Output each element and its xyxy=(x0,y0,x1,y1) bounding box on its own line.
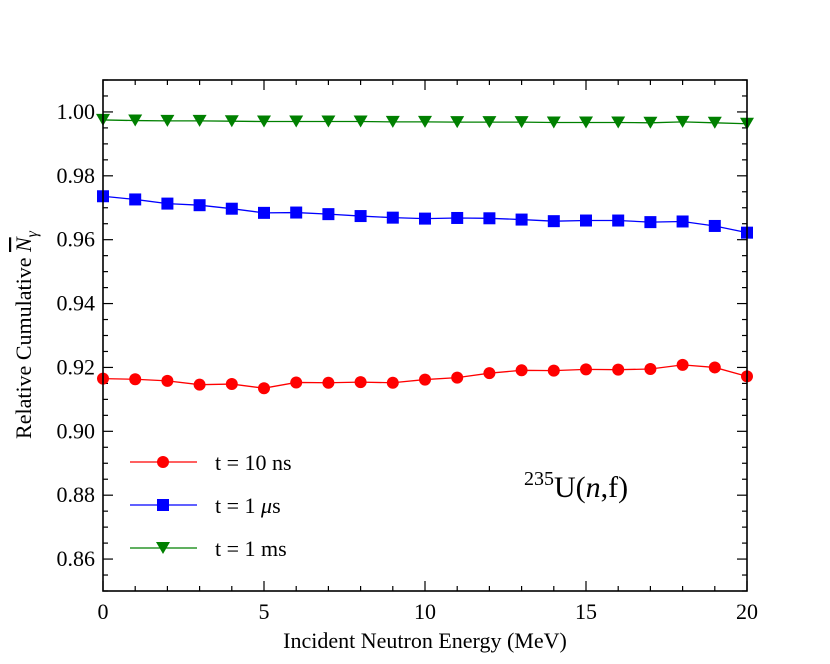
data-point xyxy=(483,367,496,380)
data-point xyxy=(482,116,497,129)
data-point xyxy=(160,114,175,127)
data-point xyxy=(193,199,206,212)
x-tick-label: 5 xyxy=(259,599,270,624)
x-axis-title: Incident Neutron Energy (MeV) xyxy=(283,628,567,653)
axis-tick-labels: 0 5 10 15 20 0.86 0.88 0.90 0.92 0.94 0.96 0.98 1.00 xyxy=(57,99,759,624)
data-point xyxy=(515,364,528,377)
data-point xyxy=(322,208,335,221)
annotation-superscript: 235 xyxy=(524,468,554,490)
data-point xyxy=(644,363,657,376)
series-1 xyxy=(97,358,753,395)
data-point xyxy=(161,197,174,210)
data-point xyxy=(321,115,336,128)
data-point xyxy=(675,115,690,128)
data-point xyxy=(546,116,561,129)
data-point xyxy=(161,374,174,387)
data-point xyxy=(580,214,592,227)
data-point xyxy=(224,115,239,128)
data-point xyxy=(418,115,432,128)
annotation-suffix: ,f) xyxy=(601,471,628,504)
x-tick-label: 0 xyxy=(98,599,109,624)
x-tick-label: 15 xyxy=(575,599,597,624)
data-point xyxy=(515,213,528,226)
y-axis-title-symbol: N xyxy=(11,236,36,253)
data-point xyxy=(514,116,529,129)
data-point xyxy=(257,115,271,128)
legend-marker xyxy=(156,542,170,554)
data-point xyxy=(676,215,689,228)
plot-frame xyxy=(102,79,748,592)
legend-item: t = 1 μs xyxy=(130,493,281,518)
data-point xyxy=(353,115,368,128)
y-axis-title: Relative Cumulative Nγ xyxy=(11,230,41,439)
data-point xyxy=(128,114,143,127)
data-point xyxy=(579,116,593,129)
data-point xyxy=(354,210,367,223)
data-point xyxy=(643,116,658,129)
data-point xyxy=(547,215,560,228)
data-point xyxy=(612,363,625,376)
y-tick-label: 0.90 xyxy=(57,418,96,443)
data-point xyxy=(322,376,335,389)
data-point xyxy=(580,363,592,376)
y-axis-title-text: Relative Cumulative Nγ xyxy=(11,230,41,439)
data-point xyxy=(451,211,464,224)
data-point xyxy=(193,378,206,391)
legend-item: t = 10 ns xyxy=(130,450,292,475)
y-tick-label: 0.96 xyxy=(57,227,96,252)
y-tick-label: 0.92 xyxy=(57,354,96,379)
y-tick-label: 0.94 xyxy=(57,291,96,316)
y-tick-label: 0.86 xyxy=(57,546,96,571)
data-point xyxy=(258,382,270,395)
data-point xyxy=(290,376,303,389)
data-point xyxy=(547,364,560,377)
data-point xyxy=(129,193,142,206)
legend-marker xyxy=(157,499,169,511)
axis-ticks xyxy=(102,79,748,592)
data-point xyxy=(129,373,142,386)
series-3 xyxy=(96,113,754,130)
data-point xyxy=(708,219,721,232)
legend-marker xyxy=(157,456,169,468)
data-point xyxy=(644,216,657,229)
legend: t = 10 ns t = 1 μs t = 1 ms xyxy=(130,450,292,561)
series-2 xyxy=(97,190,753,239)
y-axis-title-subscript: γ xyxy=(24,230,41,237)
y-axis-title-main: Relative Cumulative xyxy=(11,252,36,439)
data-point xyxy=(676,358,689,371)
data-point xyxy=(611,116,626,129)
y-tick-label: 0.88 xyxy=(57,482,96,507)
data-point xyxy=(708,361,721,374)
reaction-annotation: 235U(n,f) xyxy=(524,468,628,504)
data-point xyxy=(258,206,270,219)
legend-label: t = 10 ns xyxy=(215,450,292,475)
annotation-element: U( xyxy=(554,471,586,504)
data-point xyxy=(612,214,625,227)
data-point xyxy=(451,371,464,384)
data-point xyxy=(450,116,465,129)
legend-item: t = 1 ms xyxy=(130,536,287,561)
data-point xyxy=(419,212,431,225)
data-point xyxy=(419,373,431,386)
legend-label: t = 1 ms xyxy=(215,536,287,561)
data-point xyxy=(385,115,400,128)
y-tick-label: 1.00 xyxy=(57,99,96,124)
x-tick-label: 10 xyxy=(414,599,436,624)
annotation-italic: n xyxy=(586,471,601,504)
data-point xyxy=(386,376,399,389)
data-point xyxy=(225,202,238,215)
legend-label: t = 1 μs xyxy=(215,493,281,518)
data-point xyxy=(707,116,722,129)
data-point xyxy=(354,376,367,389)
data-point xyxy=(290,206,303,219)
data-point xyxy=(225,378,238,391)
data-point xyxy=(386,211,399,224)
y-tick-label: 0.98 xyxy=(57,163,96,188)
data-point xyxy=(483,212,496,225)
data-point xyxy=(192,114,207,127)
data-point xyxy=(289,115,304,128)
series-layer xyxy=(96,113,754,395)
x-tick-label: 20 xyxy=(736,599,758,624)
